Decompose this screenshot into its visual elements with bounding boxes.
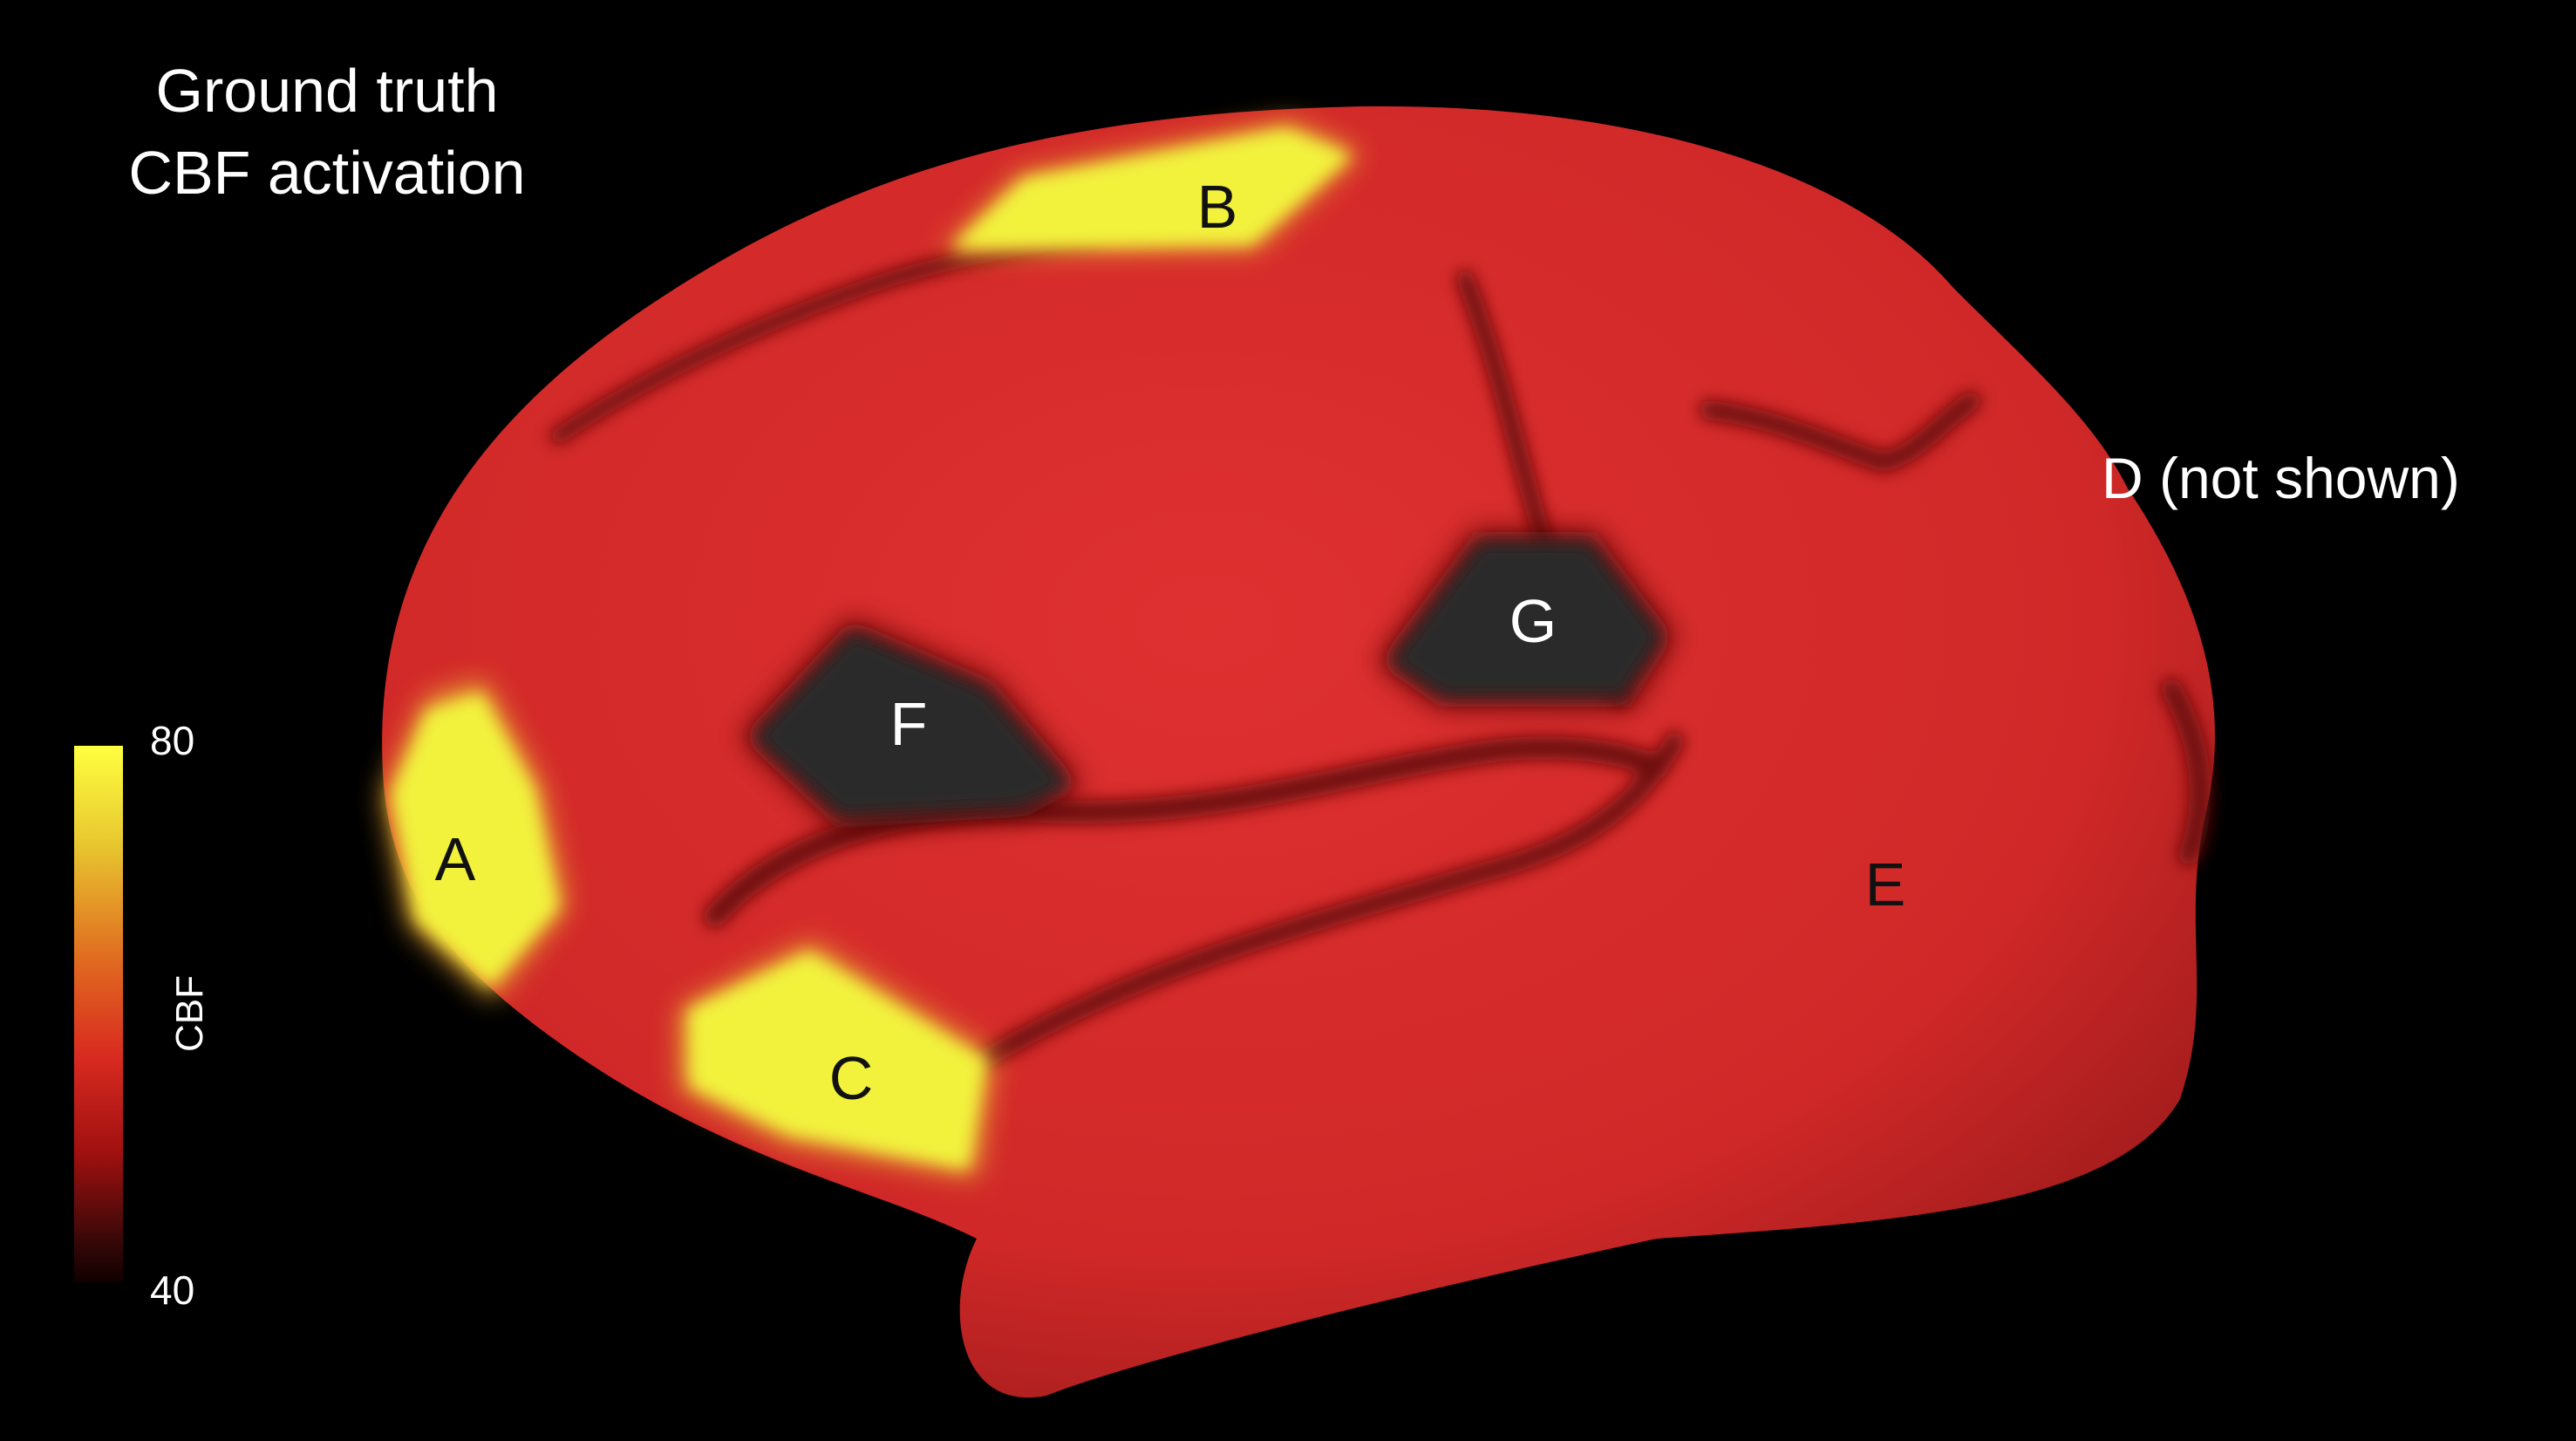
sulci: [550, 228, 2211, 1074]
region-d-note: D (not shown): [2102, 446, 2460, 510]
region-label-c: C: [828, 1044, 874, 1112]
figure-title-line2: CBF activation: [128, 139, 526, 207]
brain-hemisphere: [382, 106, 2215, 1398]
region-label-e: E: [1864, 850, 1906, 919]
colorbar-min-label: 40: [150, 1267, 195, 1313]
figure-title-line1: Ground truth: [155, 57, 499, 125]
parietal-sulcus: [1700, 392, 1980, 473]
region-C: [680, 942, 994, 1178]
occipital-groove: [2161, 679, 2211, 865]
region-label-a: A: [434, 825, 476, 893]
colorbar-gradient: [74, 746, 123, 1282]
region-label-f: F: [889, 690, 928, 758]
region-A: [384, 680, 567, 999]
region-label-b: B: [1196, 173, 1238, 241]
colorbar-axis-label: CBF: [168, 975, 211, 1052]
colorbar-max-label: 80: [150, 718, 195, 763]
region-B: [942, 122, 1360, 253]
region-label-g: G: [1509, 587, 1557, 655]
temporal-sulcus: [967, 732, 1684, 1074]
region-G: [1378, 532, 1674, 707]
lateral-sulcus: [704, 736, 1668, 927]
region-F: [741, 619, 1081, 829]
